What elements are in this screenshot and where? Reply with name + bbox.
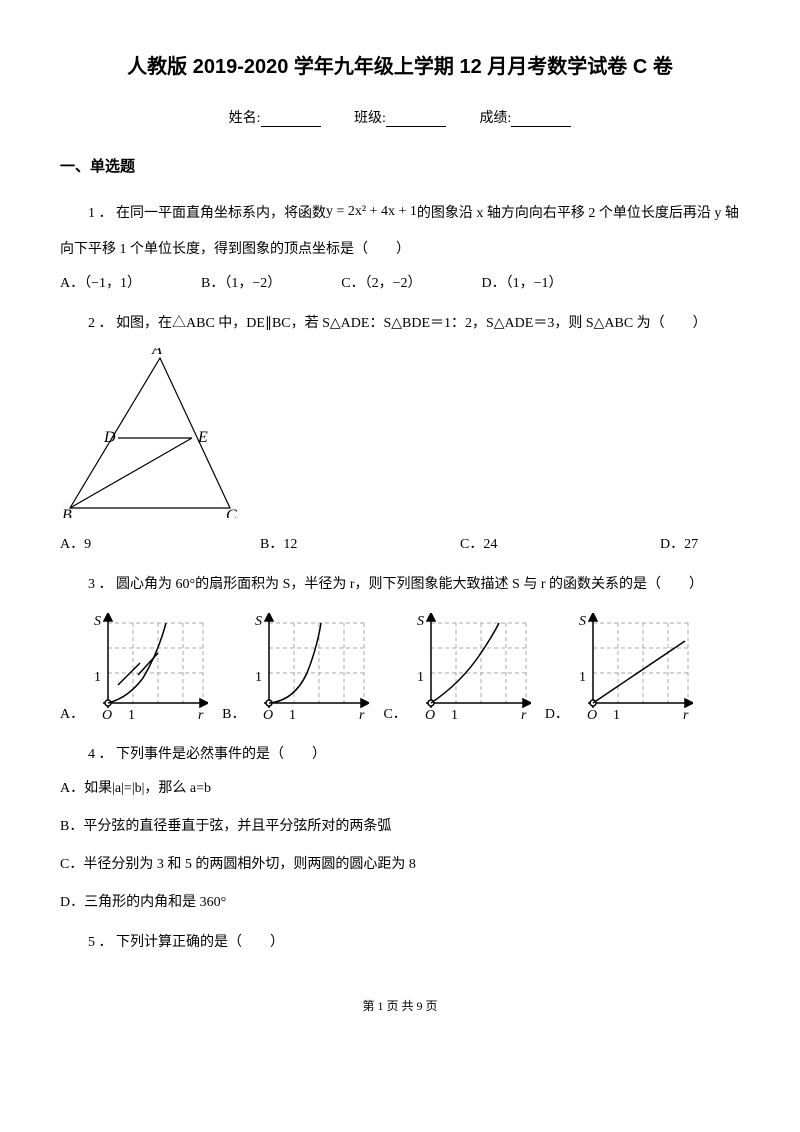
svg-text:1: 1 [128, 708, 135, 723]
svg-text:S: S [579, 614, 586, 629]
svg-text:r: r [359, 708, 365, 723]
q1-post: 的图象沿 x 轴方向向右平移 2 个单位长度后再沿 y 轴 [417, 206, 739, 221]
svg-text:D: D [103, 429, 116, 446]
svg-text:1: 1 [289, 708, 296, 723]
name-blank [261, 113, 321, 127]
q1-opt-d: D．（1，−1） [481, 272, 562, 292]
triangle-icon: A D E B C [60, 348, 260, 518]
score-label: 成绩: [479, 111, 511, 126]
svg-text:O: O [425, 708, 435, 723]
q5-text: 5 ． 下列计算正确的是（ ） [60, 929, 740, 957]
q1-opt-b: B．（1，−2） [201, 272, 281, 292]
svg-text:E: E [197, 429, 208, 446]
q2-figure: A D E B C [60, 348, 740, 523]
svg-text:A: A [151, 348, 162, 358]
q4-text: 4 ． 下列事件是必然事件的是（ ） [60, 741, 740, 769]
svg-text:O: O [587, 708, 597, 723]
q2-options: A．9 B．12 C．24 D．27 [60, 533, 740, 553]
svg-text:r: r [683, 708, 689, 723]
q3-label-d: D． [545, 703, 569, 723]
svg-text:O: O [102, 708, 112, 723]
svg-text:C: C [226, 507, 237, 518]
q2-opt-a: A．9 [60, 533, 200, 553]
q3-text: 3 ． 圆心角为 60°的扇形面积为 S，半径为 r，则下列图象能大致描述 S … [60, 571, 740, 599]
graph-d-icon: S 1 O 1 r [573, 613, 693, 723]
q1-line2: 向下平移 1 个单位长度，得到图象的顶点坐标是（ ） [60, 236, 740, 264]
svg-text:B: B [62, 507, 72, 518]
q3-graph-c: C． S 1 O 1 r [383, 613, 530, 723]
svg-text:1: 1 [94, 670, 101, 685]
q4-opt-b: B．平分弦的直径垂直于弦，并且平分弦所对的两条弧 [60, 815, 740, 835]
svg-text:O: O [263, 708, 273, 723]
name-label: 姓名: [229, 111, 261, 126]
q3-graph-d: D． S 1 O 1 r [545, 613, 693, 723]
svg-text:S: S [255, 614, 262, 629]
svg-text:1: 1 [451, 708, 458, 723]
svg-text:S: S [94, 614, 101, 629]
q3-label-a: A． [60, 703, 84, 723]
q1-pre: 1 ． 在同一平面直角坐标系内，将函数 [88, 206, 326, 221]
svg-text:r: r [521, 708, 527, 723]
q4-opt-c: C．半径分别为 3 和 5 的两圆相外切，则两圆的圆心距为 8 [60, 853, 740, 873]
page-title: 人教版 2019-2020 学年九年级上学期 12 月月考数学试卷 C 卷 [60, 50, 740, 79]
svg-text:r: r [198, 708, 204, 723]
svg-text:S: S [417, 614, 424, 629]
graph-b-icon: S 1 O 1 r [249, 613, 369, 723]
q4-opt-d: D．三角形的内角和是 360° [60, 891, 740, 911]
q1-formula: y = 2x² + 4x + 1 [326, 204, 417, 219]
q3-label-b: B． [222, 703, 245, 723]
q1-opt-a: A．（−1，1） [60, 272, 141, 292]
q2-opt-b: B．12 [260, 533, 400, 553]
q3-graph-a: A． S 1 O 1 r [60, 613, 208, 723]
class-blank [386, 113, 446, 127]
q1-text: 1 ． 在同一平面直角坐标系内，将函数y = 2x² + 4x + 1的图象沿 … [60, 200, 740, 228]
q4-opt-a: A．如果|a|=|b|，那么 a=b [60, 777, 740, 797]
q1-options: A．（−1，1） B．（1，−2） C．（2，−2） D．（1，−1） [60, 272, 740, 292]
q2-text: 2 ． 如图，在△ABC 中，DE∥BC，若 S△ADE：S△BDE＝1：2，S… [60, 310, 740, 338]
q1-opt-c: C．（2，−2） [341, 272, 421, 292]
svg-text:1: 1 [255, 670, 262, 685]
class-label: 班级: [354, 111, 386, 126]
page-footer: 第 1 页 共 9 页 [60, 997, 740, 1014]
q3-graph-b: B． S 1 O 1 r [222, 613, 369, 723]
graph-a-icon: S 1 O 1 r [88, 613, 208, 723]
section-heading: 一、单选题 [60, 155, 740, 176]
svg-text:1: 1 [579, 670, 586, 685]
q3-graph-row: A． S 1 O 1 r [60, 613, 740, 723]
score-blank [511, 113, 571, 127]
svg-text:1: 1 [613, 708, 620, 723]
svg-text:1: 1 [417, 670, 424, 685]
q3-label-c: C． [383, 703, 406, 723]
q2-opt-c: C．24 [460, 533, 600, 553]
student-info-row: 姓名: 班级: 成绩: [60, 107, 740, 127]
graph-c-icon: S 1 O 1 r [411, 613, 531, 723]
q2-opt-d: D．27 [660, 533, 800, 553]
